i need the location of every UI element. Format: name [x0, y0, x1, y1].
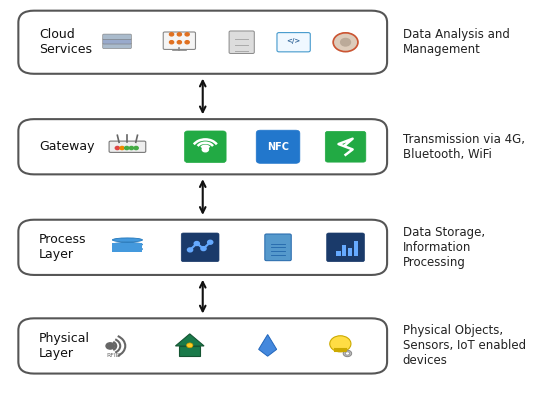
Text: Cloud
Services: Cloud Services [39, 28, 92, 56]
Circle shape [169, 33, 174, 36]
Text: Process
Layer: Process Layer [39, 233, 87, 261]
FancyBboxPatch shape [256, 130, 300, 163]
Ellipse shape [112, 238, 142, 242]
Circle shape [186, 343, 193, 348]
FancyBboxPatch shape [325, 131, 366, 162]
Text: Physical
Layer: Physical Layer [39, 332, 90, 360]
Bar [112, 247, 142, 252]
FancyBboxPatch shape [103, 43, 131, 48]
FancyBboxPatch shape [327, 233, 365, 262]
Text: Data Analysis and
Management: Data Analysis and Management [403, 28, 509, 56]
Ellipse shape [112, 247, 142, 251]
FancyBboxPatch shape [265, 234, 292, 261]
Circle shape [207, 240, 213, 244]
Bar [112, 243, 142, 247]
FancyBboxPatch shape [277, 32, 310, 52]
Circle shape [116, 146, 119, 150]
Text: Physical Objects,
Sensors, IoT enabled
devices: Physical Objects, Sensors, IoT enabled d… [403, 324, 526, 368]
Circle shape [106, 343, 114, 349]
Bar [354, 241, 358, 256]
Circle shape [169, 41, 174, 44]
Bar [342, 245, 346, 256]
Text: Gateway: Gateway [39, 140, 95, 153]
FancyBboxPatch shape [185, 131, 226, 162]
Circle shape [343, 350, 351, 357]
Circle shape [340, 38, 350, 46]
FancyBboxPatch shape [229, 31, 254, 54]
Circle shape [129, 146, 134, 150]
Text: NFC: NFC [267, 142, 289, 152]
Bar [337, 251, 340, 256]
Text: </>: </> [287, 38, 301, 44]
FancyBboxPatch shape [109, 141, 146, 152]
Text: RFID: RFID [106, 353, 121, 358]
Circle shape [333, 33, 358, 52]
FancyBboxPatch shape [103, 39, 131, 44]
Circle shape [134, 146, 138, 150]
FancyBboxPatch shape [18, 11, 387, 74]
Circle shape [125, 146, 129, 150]
Circle shape [177, 33, 182, 36]
Text: Transmission via 4G,
Bluetooth, WiFi: Transmission via 4G, Bluetooth, WiFi [403, 133, 525, 161]
FancyBboxPatch shape [18, 220, 387, 275]
Polygon shape [258, 334, 277, 356]
Ellipse shape [112, 242, 142, 246]
Circle shape [345, 352, 350, 355]
FancyBboxPatch shape [163, 32, 195, 50]
Circle shape [185, 41, 189, 44]
Circle shape [188, 248, 192, 252]
Polygon shape [175, 334, 204, 346]
FancyBboxPatch shape [18, 119, 387, 174]
Bar [348, 248, 352, 256]
FancyBboxPatch shape [182, 233, 219, 262]
Circle shape [194, 242, 200, 246]
FancyBboxPatch shape [103, 34, 131, 40]
FancyBboxPatch shape [18, 318, 387, 374]
Text: Data Storage,
Information
Processing: Data Storage, Information Processing [403, 226, 485, 269]
Circle shape [201, 247, 206, 250]
Circle shape [120, 146, 124, 150]
Circle shape [330, 336, 351, 352]
Circle shape [185, 33, 189, 36]
Circle shape [202, 147, 208, 152]
Circle shape [177, 41, 182, 44]
Bar [179, 346, 200, 356]
